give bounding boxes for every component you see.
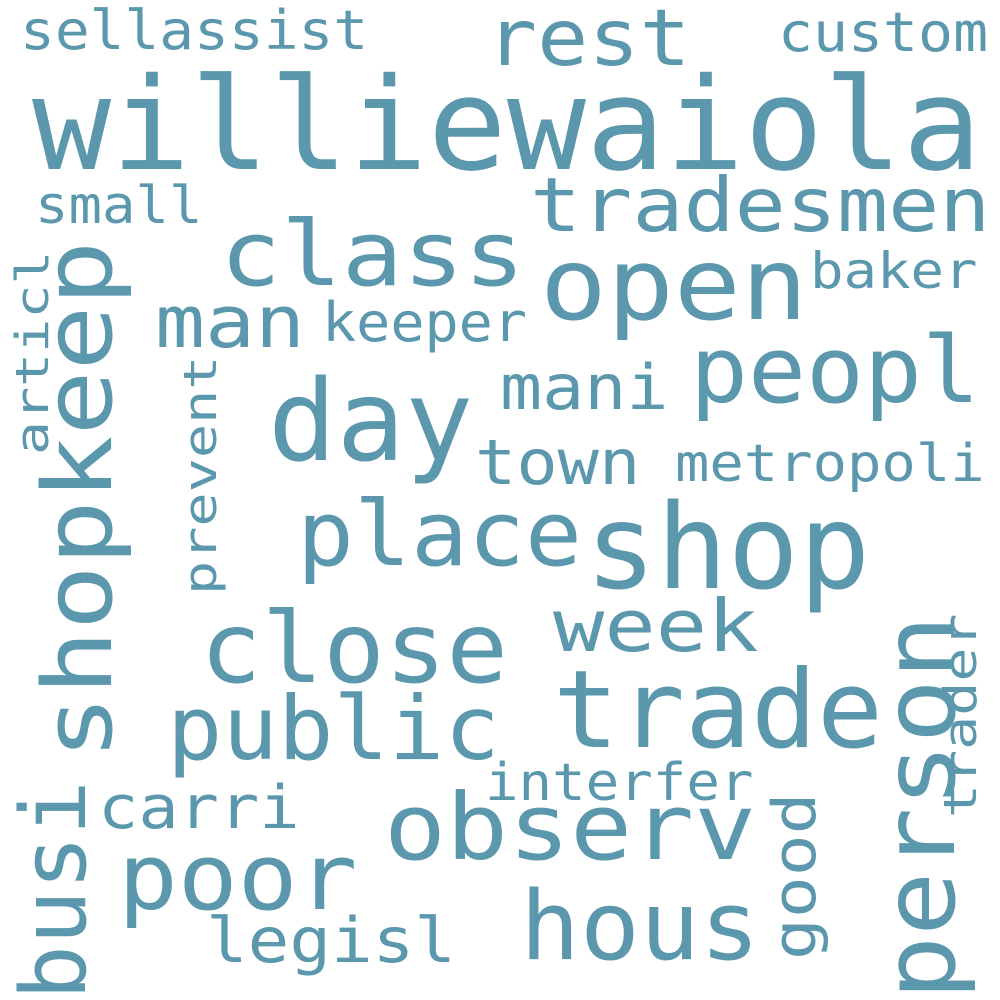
word-open: open bbox=[540, 226, 808, 343]
word-busi: busi bbox=[2, 780, 107, 1000]
word-sellassist: sellassist bbox=[20, 0, 369, 62]
word-legisl: legisl bbox=[206, 904, 456, 977]
word-trader: trader bbox=[934, 613, 987, 818]
word-close: close bbox=[200, 592, 508, 706]
word-metropoli: metropoli bbox=[675, 434, 985, 494]
word-small: small bbox=[35, 176, 203, 236]
word-public: public bbox=[167, 677, 500, 780]
word-tradesmen: tradesmen bbox=[530, 161, 991, 249]
word-day: day bbox=[268, 357, 474, 487]
word-mani: mani bbox=[500, 351, 669, 424]
word-prevent: prevent bbox=[174, 355, 227, 595]
word-town: town bbox=[475, 426, 641, 499]
word-baker: baker bbox=[810, 242, 978, 300]
word-rest: rest bbox=[486, 0, 691, 84]
word-poor: poor bbox=[118, 824, 358, 931]
word-week: week bbox=[553, 584, 759, 668]
word-custom: custom bbox=[778, 1, 989, 64]
word-hous: hous bbox=[520, 872, 760, 982]
word-williewaiola: williewaiola bbox=[32, 51, 982, 200]
word-class: class bbox=[220, 202, 525, 307]
word-observ: observ bbox=[384, 774, 757, 881]
word-man: man bbox=[155, 280, 306, 364]
word-peopl: peopl bbox=[690, 317, 980, 424]
word-keeper: keeper bbox=[322, 291, 528, 354]
word-interfer: interfer bbox=[485, 753, 754, 813]
word-shop: shop bbox=[585, 478, 871, 616]
word-articl: articl bbox=[6, 250, 59, 455]
word-trade: trade bbox=[553, 648, 883, 773]
word-good: good bbox=[760, 792, 830, 960]
word-place: place bbox=[297, 482, 583, 587]
word-carri: carri bbox=[98, 773, 300, 843]
